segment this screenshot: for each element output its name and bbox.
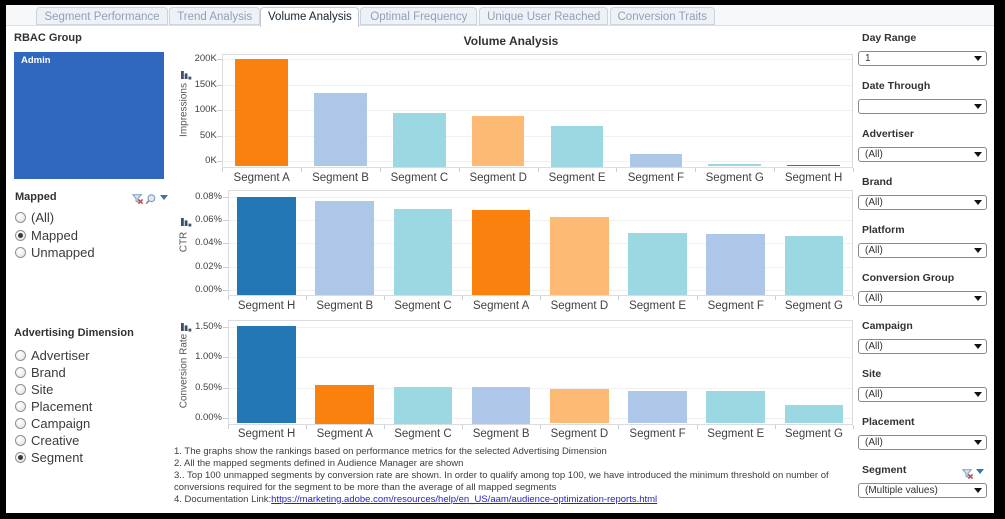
svg-text:Conversion Rate: Conversion Rate xyxy=(178,333,189,408)
svg-text:Impressions: Impressions xyxy=(178,83,189,137)
svg-text:CTR: CTR xyxy=(178,231,189,252)
